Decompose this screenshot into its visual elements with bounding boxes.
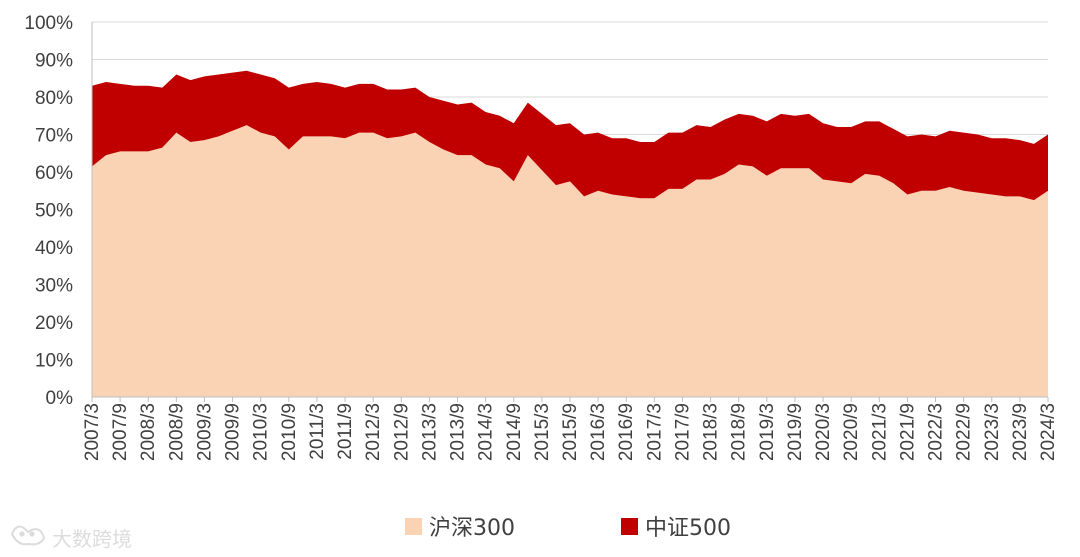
x-tick-label-2009/3: 2009/3 — [194, 403, 215, 461]
x-tick-label-2016/3: 2016/3 — [588, 403, 609, 461]
y-tick-label-30: 30% — [35, 276, 73, 297]
y-tick-labels: 0% 10% 20% 30% 40% 50% 60% 70% 80% 90% 100% — [24, 13, 73, 409]
x-tick-labels: 2007/3 2007/9 2008/3 2008/9 2009/3 2009/9 2010… — [82, 403, 1059, 461]
y-tick-label-90: 90% — [35, 51, 73, 72]
x-tick-label-2012/9: 2012/9 — [391, 403, 412, 461]
x-tick-label-2015/9: 2015/9 — [560, 403, 581, 461]
y-tick-label-60: 60% — [35, 163, 73, 184]
x-tick-label-2018/9: 2018/9 — [729, 403, 750, 461]
x-tick-label-2014/3: 2014/3 — [476, 403, 497, 461]
y-tick-label-80: 80% — [35, 88, 73, 109]
x-tick-label-2007/9: 2007/9 — [110, 403, 131, 461]
area-series-zz500 — [92, 70, 1048, 201]
x-tick-label-2016/9: 2016/9 — [616, 403, 637, 461]
legend-label-zz500: 中证500 — [645, 516, 731, 541]
x-tick-label-2017/3: 2017/3 — [644, 403, 665, 461]
y-tick-label-70: 70% — [35, 126, 73, 147]
y-tick-label-0: 0% — [46, 388, 74, 409]
x-tick-label-2019/9: 2019/9 — [785, 403, 806, 461]
legend-label-hs300: 沪深300 — [429, 516, 515, 541]
cat-logo-icon — [10, 525, 46, 546]
y-tick-label-40: 40% — [35, 238, 73, 259]
legend-swatch-hs300 — [405, 518, 422, 535]
x-tick-label-2022/3: 2022/3 — [926, 403, 947, 461]
y-tick-label-100: 100% — [24, 13, 73, 34]
y-tick-label-20: 20% — [35, 313, 73, 334]
x-tick-label-2021/3: 2021/3 — [869, 403, 890, 461]
x-tick-label-2020/3: 2020/3 — [813, 403, 834, 461]
area-series — [92, 70, 1048, 397]
x-tick-label-2017/9: 2017/9 — [672, 403, 693, 461]
x-tick-label-2012/3: 2012/3 — [363, 403, 384, 461]
x-tick-label-2022/9: 2022/9 — [954, 403, 975, 461]
x-tick-label-2008/9: 2008/9 — [166, 403, 187, 461]
x-tick-label-2013/3: 2013/3 — [419, 403, 440, 461]
area-series-hs300 — [92, 125, 1048, 397]
x-tick-label-2010/9: 2010/9 — [279, 403, 300, 461]
x-tick-label-2014/9: 2014/9 — [504, 403, 525, 461]
axes — [91, 22, 1049, 402]
x-tick-label-2009/9: 2009/9 — [223, 403, 244, 461]
x-tick-label-2007/3: 2007/3 — [82, 403, 103, 461]
x-tick-label-2023/3: 2023/3 — [982, 403, 1003, 461]
x-tick-label-2011/9: 2011/9 — [335, 403, 356, 460]
y-tick-label-50: 50% — [35, 201, 73, 222]
legend-swatch-zz500 — [621, 518, 638, 535]
legend: 沪深300 中证500 — [405, 516, 731, 541]
x-tick-label-2021/9: 2021/9 — [897, 403, 918, 461]
x-tick-label-2020/9: 2020/9 — [841, 403, 862, 461]
watermark-text: 大数跨境 — [52, 527, 132, 551]
x-tick-label-2008/3: 2008/3 — [138, 403, 159, 461]
x-tick-label-2013/9: 2013/9 — [448, 403, 469, 461]
x-tick-label-2010/3: 2010/3 — [251, 403, 272, 461]
x-tick-label-2019/3: 2019/3 — [757, 403, 778, 461]
x-tick-label-2024/3: 2024/3 — [1038, 403, 1059, 461]
y-tick-label-10: 10% — [35, 351, 73, 372]
x-tick-label-2015/3: 2015/3 — [532, 403, 553, 461]
x-tick-label-2011/3: 2011/3 — [307, 403, 328, 460]
x-tick-label-2023/9: 2023/9 — [1010, 403, 1031, 461]
x-tick-label-2018/3: 2018/3 — [701, 403, 722, 461]
watermark: 大数跨境 — [10, 525, 132, 551]
